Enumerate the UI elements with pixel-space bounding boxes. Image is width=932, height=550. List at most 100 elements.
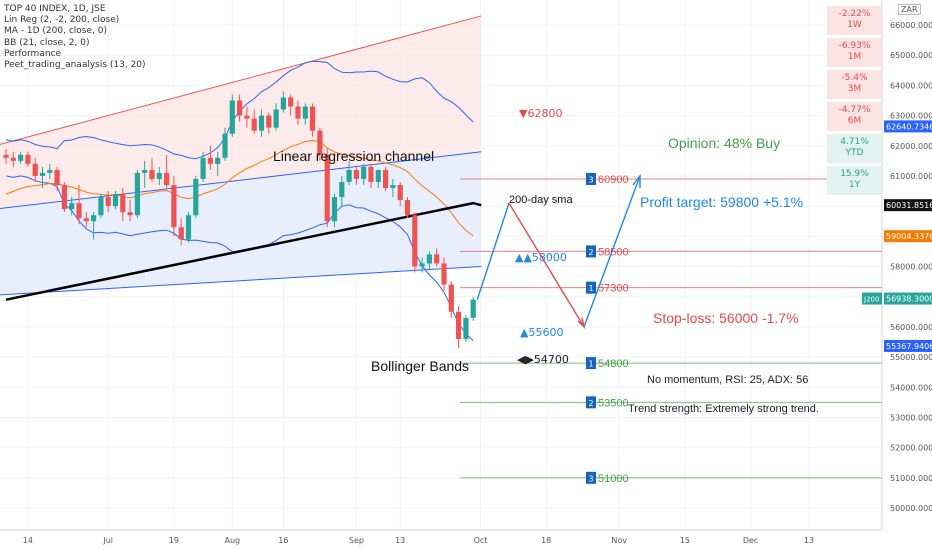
performance-period: 1M	[847, 52, 862, 62]
price-tick-label: 56000.0000	[890, 323, 932, 332]
sma-label: 200-day sma	[509, 194, 573, 206]
candle	[390, 184, 396, 189]
candle	[244, 115, 250, 119]
price-tick-label: 65000.0000	[890, 51, 932, 60]
candle	[32, 163, 38, 176]
price-label-tag	[884, 230, 932, 243]
candle	[463, 317, 469, 339]
candle	[3, 154, 9, 158]
level-price: 57300	[598, 283, 629, 295]
candle	[302, 106, 308, 119]
performance-period: 1W	[847, 20, 862, 30]
price-tick-label: 53000.0000	[890, 413, 932, 422]
candle	[434, 254, 440, 264]
momentum-label: No momentum, RSI: 25, ADX: 56	[647, 374, 808, 386]
level-price: 60900	[598, 174, 629, 186]
price-label-tag	[884, 120, 932, 133]
legend-line: Performance	[4, 48, 62, 59]
time-tick-label: 14	[23, 536, 33, 545]
bb-label: Bollinger Bands	[371, 358, 469, 374]
level-badge	[586, 471, 596, 484]
performance-value: 4.71%	[840, 137, 869, 147]
candle	[98, 197, 104, 216]
candle	[237, 100, 243, 116]
candle	[368, 166, 374, 182]
trade-path	[476, 173, 641, 330]
price-tick-label: 54000.0000	[890, 383, 932, 392]
candle	[171, 184, 177, 228]
candle	[353, 169, 359, 179]
time-tick-label: 18	[541, 536, 551, 545]
candle	[105, 197, 111, 207]
target-arrowhead	[632, 173, 641, 189]
candle	[222, 133, 228, 158]
stop-loss-label: Stop-loss: 56000 -1.7%	[653, 310, 799, 326]
candle	[448, 284, 454, 312]
candle	[54, 169, 60, 185]
performance-period: 1Y	[848, 180, 861, 190]
price-tick-label: 51000.0000	[890, 474, 932, 483]
level-price: 53500	[598, 397, 629, 409]
candle	[258, 115, 265, 131]
candle	[317, 130, 323, 155]
price-axis-background	[882, 0, 932, 550]
time-tick-label: 13	[395, 536, 405, 545]
candle	[288, 97, 294, 107]
level-price: 58500	[598, 246, 629, 258]
candle	[412, 215, 418, 267]
legend-line: Lin Reg (2, -2, 200, close)	[4, 15, 120, 26]
performance-value: -6.93%	[838, 41, 871, 51]
channel-lower-line	[0, 266, 482, 296]
candle	[441, 263, 447, 285]
price-tick-label: 61000.0000	[890, 172, 932, 181]
performance-cell: 4.71% YTD	[827, 134, 882, 163]
level-badge-number: 3	[588, 175, 593, 184]
channel-upper-line	[0, 15, 482, 145]
candle	[251, 118, 257, 131]
opinion-label: Opinion: 48% Buy	[668, 135, 780, 151]
price-label-value: 56938.3000	[886, 295, 932, 304]
time-tick-label: Nov	[611, 536, 627, 545]
legend-line: MA - 1D (200, close, 0)	[4, 26, 107, 37]
indicator-lines	[5, 60, 482, 341]
up-marker-58000: ▲▲58000	[515, 251, 567, 264]
level-badge-number: 1	[588, 284, 593, 293]
candle	[273, 109, 279, 128]
time-axis: 14 Jul 19 Aug 16 Sep 13 Oct 18 Nov 15 Dec 13	[0, 529, 932, 550]
candle	[207, 157, 213, 164]
currency-badge[interactable]: ZAR	[898, 4, 921, 15]
symbol-tag-label: J200	[863, 296, 879, 304]
candle	[375, 169, 381, 182]
up-projection-line	[476, 202, 510, 300]
candle	[456, 311, 462, 339]
candle	[164, 172, 170, 185]
annotations: Opinion: 48% Buy Profit target: 59800 +5…	[273, 107, 819, 415]
candle	[149, 169, 155, 179]
level-badge-number: 2	[588, 399, 593, 408]
candle	[470, 299, 476, 318]
level-badge	[586, 281, 596, 294]
level-badge-number: 1	[588, 360, 593, 369]
candle	[310, 106, 316, 131]
candle	[142, 169, 148, 173]
time-tick-label: Dec	[743, 536, 758, 545]
performance-value: -5.4%	[841, 73, 868, 83]
price-tick-label: 64000.0000	[890, 81, 932, 90]
candle	[112, 194, 119, 207]
candle	[419, 263, 425, 267]
candle	[76, 203, 82, 219]
price-label-tag	[884, 339, 932, 352]
time-tick-label: Jul	[102, 536, 113, 545]
candle	[361, 166, 367, 179]
level-badge-number: 3	[588, 474, 593, 483]
performance-value: 15.9%	[840, 169, 869, 179]
performance-cell: -6.93% 1M	[827, 38, 882, 67]
price-label-tag	[884, 292, 932, 305]
level-badge	[586, 396, 596, 409]
candle	[404, 200, 411, 216]
performance-value: -2.22%	[838, 9, 871, 19]
legend-title: TOP 40 INDEX, 1D, JSE	[4, 4, 106, 14]
level-price: 54800	[598, 358, 629, 370]
candle	[83, 218, 89, 222]
